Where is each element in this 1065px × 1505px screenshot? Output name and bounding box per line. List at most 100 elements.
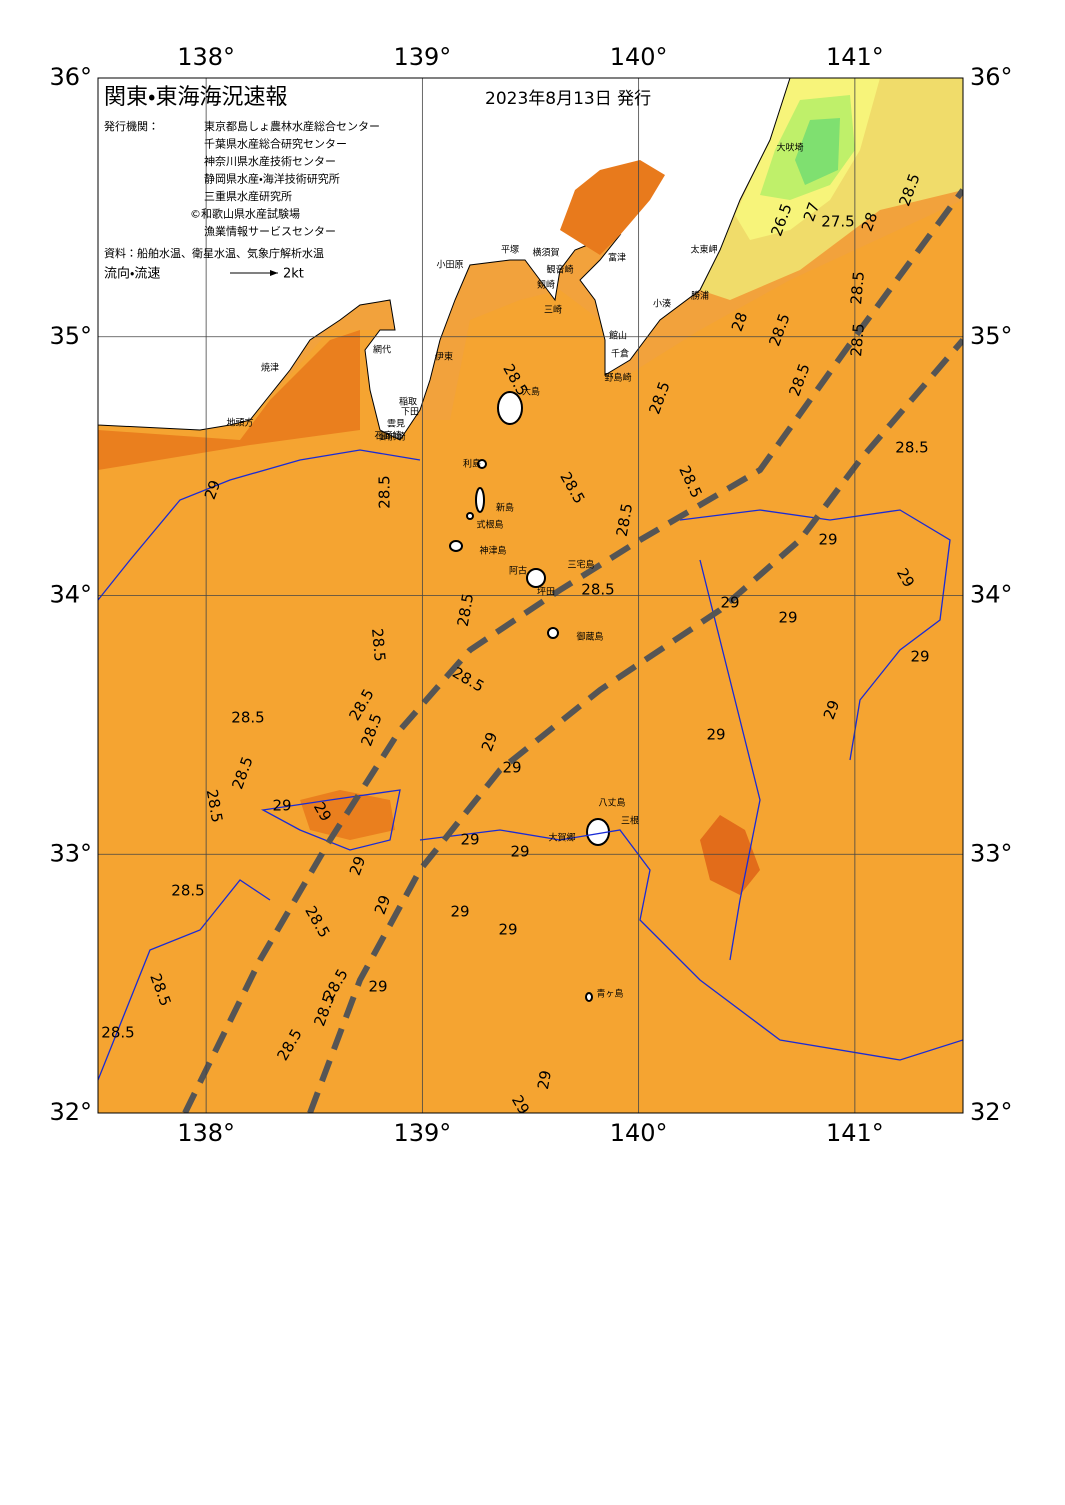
island <box>497 391 523 425</box>
lat-label: 36° <box>49 63 92 91</box>
contour-label: 29 <box>478 730 501 754</box>
place-name: 小田原 <box>436 260 463 271</box>
warm-patch <box>98 330 360 470</box>
islands <box>449 391 610 1002</box>
cold-water <box>795 118 840 185</box>
contour-label: 28.5 <box>101 1024 134 1042</box>
place-name: 勝浦 <box>691 290 709 302</box>
place-name: 横須賀 <box>532 247 559 259</box>
contour-label: 29 <box>508 1092 533 1118</box>
lat-label: 36° <box>970 63 1013 91</box>
contour-label: 29 <box>720 594 739 612</box>
island <box>585 992 593 1002</box>
place-name: 剱崎 <box>537 279 555 291</box>
contour-label: 28.5 <box>613 502 637 538</box>
place-name: 三宅島 <box>567 559 594 571</box>
place-name: 観音崎 <box>546 264 573 276</box>
publisher-label: 発行機関： <box>104 119 159 133</box>
lat-label: 34° <box>49 581 92 609</box>
contour-label: 28.5 <box>847 323 868 358</box>
island <box>477 459 487 469</box>
place-name: 網代 <box>373 344 391 356</box>
current-edge <box>182 188 963 1113</box>
contour-label: 28 <box>728 310 751 334</box>
publisher: 神奈川県水産技術センター <box>204 154 336 168</box>
contour-label: 28.5 <box>203 788 227 824</box>
lat-label: 32° <box>49 1098 92 1126</box>
contour-label: 29 <box>498 921 517 939</box>
contour-label: 28.5 <box>368 628 389 663</box>
place-name: 阿古 <box>509 565 527 577</box>
contour-label: 29 <box>346 854 369 878</box>
publishers: 東京都島しょ農林水産総合センター千葉県水産総合研究センター神奈川県水産技術センタ… <box>190 119 380 238</box>
place-name: 神津島 <box>479 545 506 557</box>
legend-arrowhead <box>270 270 278 276</box>
place-name: 青ヶ島 <box>596 988 623 1000</box>
place-name: 御蔵島 <box>576 631 603 643</box>
lat-label: 34° <box>970 581 1013 609</box>
place-name: 新島 <box>496 502 514 514</box>
publisher: 漁業情報サービスセンター <box>204 224 336 238</box>
contour-label: 29 <box>272 797 291 815</box>
contour-label: 29 <box>910 648 929 666</box>
title: 関東・東海海況速報 <box>104 85 287 110</box>
place-name: 千倉 <box>611 349 629 360</box>
place-name: 三根 <box>621 815 639 827</box>
contour-label: 29 <box>706 726 725 744</box>
contour-label: 28.5 <box>376 475 394 508</box>
contour-label: 29 <box>371 893 394 917</box>
lon-label: 140° <box>610 43 668 71</box>
kuroshio-axis <box>182 188 963 1113</box>
publisher: 千葉県水産総合研究センター <box>204 137 347 151</box>
contour-label: 29 <box>201 478 224 502</box>
isotherm <box>699 559 761 961</box>
axis-labels: 138° 138° 139° 139° 140° 140° 141° 141° 32° 32° 33… <box>49 43 1012 1147</box>
lat-label: 32° <box>970 1098 1013 1126</box>
island <box>547 627 559 639</box>
contour-label: 28.5 <box>581 581 614 599</box>
place-name: 小湊 <box>653 298 671 310</box>
isotherm <box>679 509 951 761</box>
lon-label: 138° <box>177 43 235 71</box>
place-name: 石廊崎 <box>374 430 401 442</box>
lat-label: 33° <box>49 839 92 867</box>
grid <box>98 78 963 1113</box>
place-name: 大賀郷 <box>548 832 575 844</box>
isotherms <box>98 449 963 1081</box>
legend-scale: 2kt <box>283 267 304 282</box>
contour-label: 28.5 <box>847 271 868 306</box>
place-name: 野島崎 <box>604 372 631 384</box>
island <box>449 540 463 552</box>
place-name: 館山 <box>609 330 627 342</box>
contour-label: 29 <box>450 903 469 921</box>
publisher: 静岡県水産・海洋技術研究所 <box>204 172 340 186</box>
contour-label: 28.5 <box>454 592 478 628</box>
place-name: 下田 <box>401 407 419 418</box>
contour-label: 27 <box>800 200 823 224</box>
contour-label: 29 <box>818 531 837 549</box>
place-name: 焼津 <box>261 363 279 374</box>
place-name: 式根島 <box>476 519 503 531</box>
island <box>475 487 485 513</box>
contour-label: 29 <box>820 698 843 722</box>
place-name: 稲取 <box>399 396 417 408</box>
publisher: 東京都島しょ農林水産総合センター <box>204 119 380 133</box>
contour-label: 28.5 <box>895 439 928 457</box>
contour-label: 29 <box>510 843 529 861</box>
place-name: 御前崎 <box>378 431 405 443</box>
contour-label: 28 <box>858 210 881 234</box>
lon-label: 141° <box>826 1119 884 1147</box>
isotherm <box>419 829 963 1061</box>
contour-label: 28.5 <box>231 709 264 727</box>
place-name: 三崎 <box>544 304 562 316</box>
isotherm <box>260 789 401 851</box>
publisher: 三重県水産研究所 <box>204 189 292 203</box>
place-name: 八丈島 <box>598 797 625 809</box>
lat-label: 35° <box>49 322 92 350</box>
frame <box>97 77 964 1114</box>
lon-label: 141° <box>826 43 884 71</box>
contour-label: 29 <box>778 609 797 627</box>
